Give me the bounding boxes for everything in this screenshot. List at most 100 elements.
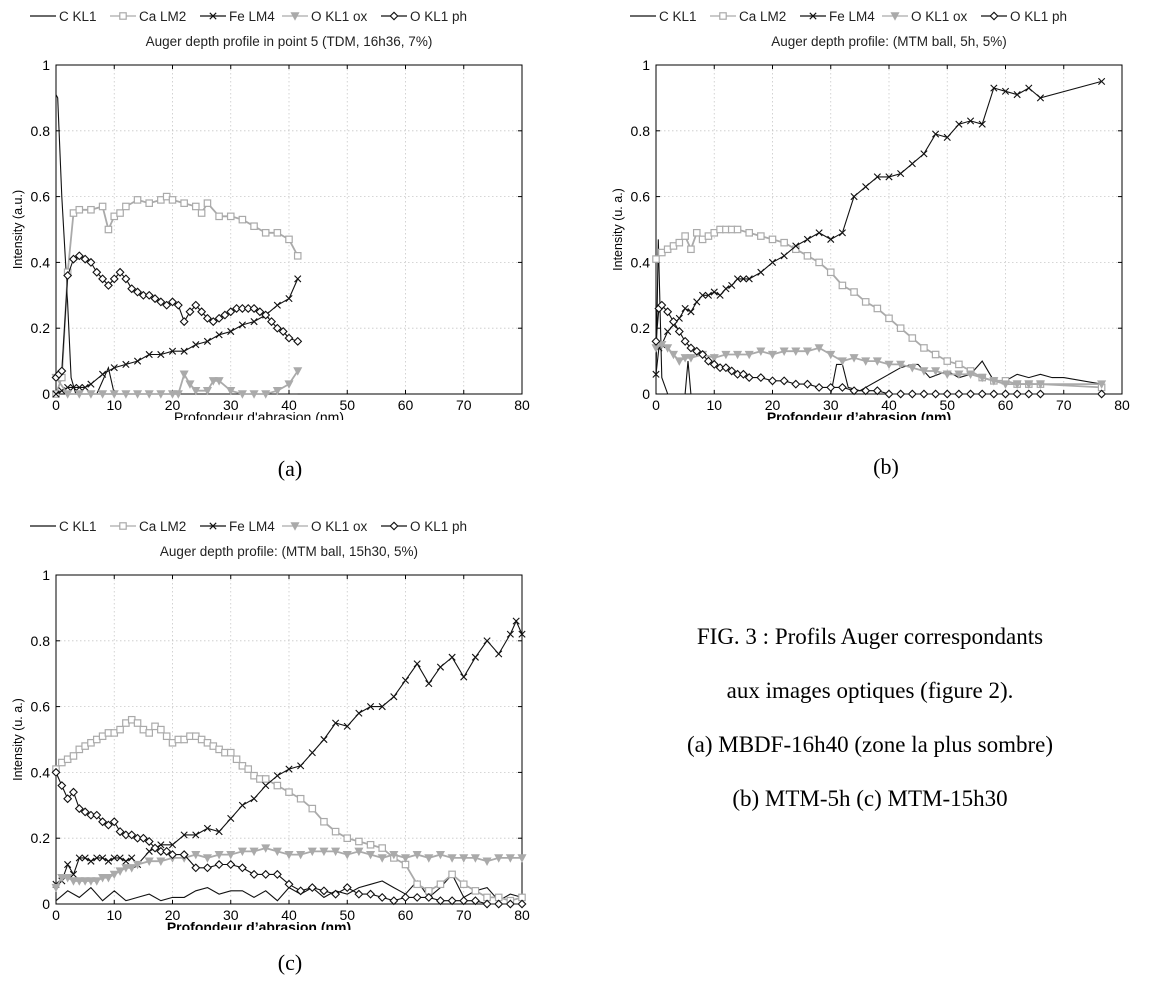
- x-tick-label: 30: [823, 397, 839, 413]
- data-point: [185, 380, 195, 389]
- data-point: [133, 390, 143, 399]
- data-point: [885, 173, 893, 181]
- data-point: [99, 370, 107, 378]
- x-tick-label: 60: [398, 907, 414, 923]
- data-point: [412, 850, 422, 860]
- data-point: [803, 252, 812, 260]
- x-tick-label: 40: [281, 397, 297, 413]
- data-point: [518, 630, 526, 638]
- data-point: [657, 300, 667, 310]
- axis-ticks: 0 10 20 30 40 50 60 70 80 0 0.2 0.4 0.6 0.8 1: [31, 567, 530, 923]
- data-point: [214, 850, 224, 860]
- series-fe-lm4: [52, 275, 302, 398]
- data-point: [791, 347, 801, 356]
- x-axis-label: Profondeur d’abrasion (nm): [767, 409, 951, 420]
- data-point: [342, 883, 352, 893]
- data-point: [757, 232, 765, 240]
- data-point: [495, 650, 503, 658]
- data-point: [296, 850, 306, 860]
- data-point: [320, 735, 328, 744]
- data-point: [331, 889, 341, 899]
- chart-title: Auger depth profile: (MTM ball, 15h30, 5…: [160, 544, 418, 559]
- data-point: [838, 281, 847, 290]
- series-line: [655, 304, 1102, 395]
- chart-a-svg: C KL1 Ca LM2 Fe LM4 O KL1 ox O KL1 ph Auger d…: [11, 9, 530, 420]
- series-o-kl1-ox: [51, 367, 303, 399]
- series-o-kl1-ph: [651, 300, 1107, 399]
- data-point: [122, 360, 130, 368]
- chart-title: Auger depth profile: (MTM ball, 5h, 5%): [771, 34, 1007, 49]
- data-point: [680, 354, 690, 363]
- data-point: [215, 212, 223, 221]
- panel-label-a: (a): [277, 456, 303, 481]
- data-point: [668, 350, 679, 360]
- data-point: [179, 317, 189, 327]
- data-point: [99, 854, 107, 862]
- y-tick-label: 0.6: [31, 699, 51, 715]
- data-point: [157, 725, 165, 734]
- data-point: [191, 387, 201, 396]
- data-point: [115, 867, 125, 876]
- data-point: [244, 765, 253, 773]
- data-point: [896, 360, 906, 370]
- data-point: [482, 857, 492, 866]
- data-point: [202, 387, 212, 396]
- data-point: [307, 883, 317, 893]
- data-point: [837, 357, 847, 366]
- data-point: [687, 245, 695, 254]
- data-point: [191, 850, 201, 860]
- legend-marker-4: [989, 11, 999, 21]
- data-point: [308, 804, 317, 813]
- data-point: [733, 275, 742, 283]
- y-tick-label: 0.2: [31, 830, 51, 846]
- data-point: [98, 817, 108, 827]
- data-point: [293, 336, 303, 346]
- y-tick-label: 0.8: [31, 633, 51, 649]
- data-point: [157, 350, 165, 359]
- data-point: [354, 889, 364, 899]
- data-point: [237, 390, 247, 399]
- x-tick-label: 0: [652, 397, 660, 413]
- data-point: [249, 869, 259, 879]
- data-point: [272, 869, 282, 879]
- data-point: [390, 693, 398, 701]
- data-point: [1001, 87, 1010, 95]
- data-point: [919, 389, 929, 399]
- data-point: [227, 327, 235, 336]
- data-point: [849, 354, 859, 363]
- data-point: [197, 307, 207, 317]
- data-point: [261, 310, 271, 320]
- data-point: [103, 280, 113, 290]
- data-point: [145, 847, 153, 855]
- data-point: [261, 228, 270, 237]
- data-point: [127, 864, 137, 873]
- data-point: [296, 886, 306, 896]
- data-point: [232, 303, 242, 313]
- data-point: [966, 117, 975, 125]
- panel-label-c: (c): [277, 950, 303, 975]
- data-point: [768, 376, 777, 386]
- data-point: [319, 847, 329, 857]
- data-point: [447, 896, 457, 906]
- data-point: [664, 327, 672, 336]
- data-point: [709, 359, 719, 369]
- series-line: [55, 255, 298, 378]
- data-point: [413, 880, 421, 889]
- data-point: [681, 232, 689, 240]
- y-tick-label: 0.6: [631, 189, 651, 205]
- data-point: [710, 288, 718, 296]
- data-point: [505, 854, 515, 863]
- data-point: [87, 380, 95, 388]
- data-point: [483, 637, 491, 645]
- data-point: [238, 801, 246, 809]
- data-point: [389, 850, 399, 860]
- data-point: [400, 854, 411, 863]
- data-point: [977, 389, 987, 399]
- data-point: [74, 390, 84, 399]
- data-point: [1097, 389, 1107, 399]
- data-point: [471, 887, 480, 895]
- data-point: [87, 205, 95, 214]
- data-point: [792, 242, 800, 250]
- data-point: [722, 285, 730, 293]
- data-point: [272, 323, 282, 333]
